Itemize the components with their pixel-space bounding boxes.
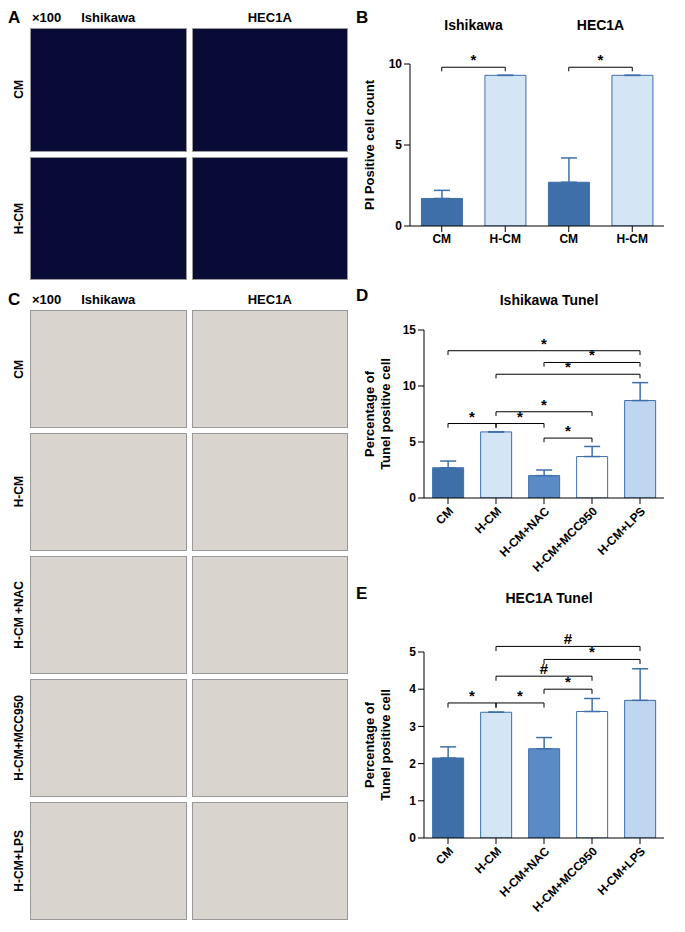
html-text:HEC1A Tunel: HEC1A Tunel bbox=[505, 590, 593, 606]
svg-text:H-CM+NAC: H-CM+NAC bbox=[496, 844, 553, 900]
svg-text:H-CM+LPS: H-CM+LPS bbox=[595, 504, 649, 558]
svg-text:Percentage ofTunel positive ce: Percentage ofTunel positive cell bbox=[362, 689, 393, 801]
html-text:HEC1A: HEC1A bbox=[247, 10, 292, 25]
svg-text:CM: CM bbox=[433, 844, 456, 867]
svg-text:5: 5 bbox=[409, 435, 416, 449]
html-text:H-CM: H-CM bbox=[12, 476, 26, 508]
svg-text:5: 5 bbox=[409, 645, 416, 659]
svg-text:*: * bbox=[589, 643, 595, 660]
svg-text:10: 10 bbox=[389, 57, 403, 71]
svg-text:H-CM: H-CM bbox=[617, 232, 648, 246]
svg-text:H-CM+LPS: H-CM+LPS bbox=[595, 844, 649, 898]
svg-text:*: * bbox=[565, 673, 571, 690]
svg-text:15: 15 bbox=[403, 323, 417, 337]
svg-text:CM: CM bbox=[559, 232, 578, 246]
svg-text:H-CM+MCC950: H-CM+MCC950 bbox=[530, 844, 601, 915]
svg-text:10: 10 bbox=[403, 379, 417, 393]
svg-text:*: * bbox=[469, 408, 475, 425]
svg-text:CM: CM bbox=[432, 232, 451, 246]
html-text:×100: ×100 bbox=[32, 10, 62, 25]
svg-text:*: * bbox=[598, 51, 604, 68]
svg-text:*: * bbox=[517, 687, 523, 704]
html-text:Ishikawa: Ishikawa bbox=[81, 292, 136, 307]
svg-text:#: # bbox=[540, 660, 549, 677]
svg-text:#: # bbox=[564, 630, 573, 647]
html-text:H-CM+MCC950: H-CM+MCC950 bbox=[12, 695, 26, 781]
svg-text:*: * bbox=[471, 51, 477, 68]
html-text:×100: ×100 bbox=[32, 292, 62, 307]
svg-text:*: * bbox=[541, 335, 547, 352]
html-text:E: E bbox=[356, 584, 368, 603]
svg-text:H-CM+MCC950: H-CM+MCC950 bbox=[530, 504, 601, 575]
svg-text:0: 0 bbox=[409, 491, 416, 505]
html-text:H-CM+LPS: H-CM+LPS bbox=[12, 830, 26, 892]
svg-text:2: 2 bbox=[409, 757, 416, 771]
svg-text:0: 0 bbox=[409, 831, 416, 845]
svg-text:3: 3 bbox=[409, 720, 416, 734]
svg-text:*: * bbox=[565, 422, 571, 439]
svg-text:0: 0 bbox=[395, 219, 402, 233]
svg-text:H-CM: H-CM bbox=[472, 504, 504, 536]
html-text:B: B bbox=[356, 8, 369, 27]
html-text:C: C bbox=[8, 290, 21, 309]
html-text:CM: CM bbox=[12, 80, 26, 100]
svg-text:Ishikawa: Ishikawa bbox=[444, 17, 503, 33]
svg-text:4: 4 bbox=[409, 682, 416, 696]
html-text:H-CM: H-CM bbox=[12, 202, 26, 234]
html-text:CM: CM bbox=[12, 359, 26, 379]
svg-text:PI Positive cell count: PI Positive cell count bbox=[362, 79, 377, 210]
svg-text:*: * bbox=[589, 346, 595, 363]
svg-text:HEC1A: HEC1A bbox=[577, 17, 624, 33]
html-text:H-CM +NAC: H-CM +NAC bbox=[12, 581, 26, 649]
svg-text:H-CM: H-CM bbox=[490, 232, 521, 246]
svg-text:Percentage ofTunel positive ce: Percentage ofTunel positive cell bbox=[362, 358, 393, 470]
html-text:D: D bbox=[356, 286, 369, 305]
html-text:Ishikawa Tunel: Ishikawa Tunel bbox=[499, 292, 599, 308]
svg-text:CM: CM bbox=[433, 504, 456, 527]
svg-text:H-CM: H-CM bbox=[472, 844, 504, 876]
svg-text:5: 5 bbox=[395, 138, 402, 152]
html-text:HEC1A: HEC1A bbox=[247, 292, 292, 307]
svg-text:*: * bbox=[517, 408, 523, 425]
html-text:A: A bbox=[8, 8, 21, 27]
svg-text:H-CM+NAC: H-CM+NAC bbox=[496, 504, 553, 560]
svg-text:*: * bbox=[565, 358, 571, 375]
svg-text:*: * bbox=[541, 396, 547, 413]
html-text:Ishikawa: Ishikawa bbox=[81, 10, 136, 25]
svg-text:*: * bbox=[469, 687, 475, 704]
svg-text:1: 1 bbox=[409, 794, 416, 808]
